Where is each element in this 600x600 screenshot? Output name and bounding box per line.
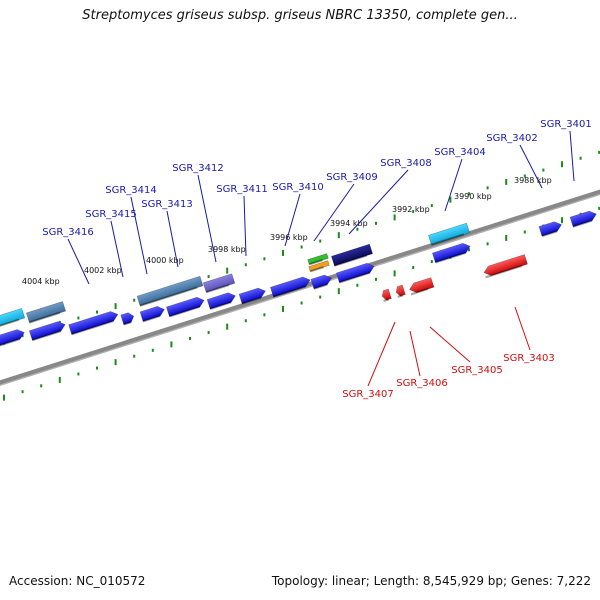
svg-text:SGR_3405: SGR_3405 xyxy=(451,365,503,376)
forward-gene xyxy=(166,296,205,318)
svg-text:SGR_3402: SGR_3402 xyxy=(486,133,538,144)
feature-steel-center xyxy=(136,275,204,307)
svg-text:SGR_3412: SGR_3412 xyxy=(172,163,224,174)
forward-gene-label[interactable]: SGR_3409 xyxy=(313,172,378,242)
svg-text:SGR_3414: SGR_3414 xyxy=(105,185,157,196)
svg-text:SGR_3408: SGR_3408 xyxy=(380,158,432,169)
forward-gene xyxy=(310,274,332,290)
forward-gene-label[interactable]: SGR_3416 xyxy=(42,227,94,285)
forward-gene-label[interactable]: SGR_3412 xyxy=(172,163,224,263)
forward-gene xyxy=(238,287,266,305)
feature-cyan-right xyxy=(428,222,470,246)
accession-text: Accession: NC_010572 xyxy=(9,574,146,588)
ruler-label: 3998 kbp xyxy=(208,245,246,254)
reverse-gene xyxy=(483,254,528,279)
forward-gene xyxy=(0,329,25,348)
reverse-gene-label[interactable]: SGR_3406 xyxy=(396,330,448,389)
forward-genes xyxy=(0,210,597,348)
genome-stats: Topology: linear; Length: 8,545,929 bp; … xyxy=(271,574,591,588)
forward-gene xyxy=(28,321,66,342)
forward-gene-label[interactable]: SGR_3408 xyxy=(348,158,432,235)
forward-gene xyxy=(336,262,375,284)
svg-text:SGR_3410: SGR_3410 xyxy=(272,182,324,193)
feature-steel-left xyxy=(26,301,66,324)
reverse-gene-label[interactable]: SGR_3407 xyxy=(342,321,396,400)
ruler-label: 4002 kbp xyxy=(84,266,122,275)
svg-text:SGR_3401: SGR_3401 xyxy=(540,119,592,130)
svg-text:SGR_3416: SGR_3416 xyxy=(42,227,94,238)
ruler-bottom xyxy=(3,206,600,401)
ruler-label: 3990 kbp xyxy=(454,192,492,201)
reverse-gene xyxy=(381,288,392,302)
forward-gene xyxy=(270,276,311,298)
reverse-gene-label[interactable]: SGR_3405 xyxy=(429,326,503,376)
ruler-label: 3992 kbp xyxy=(392,205,430,214)
forward-gene xyxy=(120,312,135,326)
feature-cyan-left xyxy=(0,308,26,329)
svg-text:SGR_3404: SGR_3404 xyxy=(434,147,486,158)
feature-navy xyxy=(331,243,373,267)
svg-text:SGR_3407: SGR_3407 xyxy=(342,389,394,400)
ruler-label: 4000 kbp xyxy=(146,256,184,265)
ruler-label: 3994 kbp xyxy=(330,219,368,228)
feature-orange xyxy=(308,260,330,273)
ruler-labels: 4004 kbp 4002 kbp 4000 kbp 3998 kbp 3996 kbp… xyxy=(22,176,552,286)
svg-text:SGR_3413: SGR_3413 xyxy=(141,199,193,210)
forward-gene-label[interactable]: SGR_3413 xyxy=(141,199,193,268)
forward-gene xyxy=(68,311,119,336)
svg-text:SGR_3415: SGR_3415 xyxy=(85,209,137,220)
svg-text:SGR_3411: SGR_3411 xyxy=(216,184,268,195)
forward-gene-label[interactable]: SGR_3410 xyxy=(272,182,324,247)
reverse-gene xyxy=(395,284,406,298)
forward-gene xyxy=(139,306,165,323)
feature-violet xyxy=(202,273,236,294)
forward-gene-label[interactable]: SGR_3414 xyxy=(105,185,157,275)
svg-text:SGR_3406: SGR_3406 xyxy=(396,378,448,389)
feature-green xyxy=(307,253,329,266)
reverse-gene-label[interactable]: SGR_3403 xyxy=(503,306,555,364)
feature-track xyxy=(0,222,470,329)
forward-gene-label[interactable]: SGR_3411 xyxy=(216,184,268,257)
map-title: Streptomyces griseus subsp. griseus NBRC… xyxy=(82,8,518,23)
forward-gene xyxy=(538,221,562,238)
ruler-label: 3996 kbp xyxy=(270,233,308,242)
forward-gene xyxy=(432,242,471,264)
ruler-label: 3988 kbp xyxy=(514,176,552,185)
forward-gene-label[interactable]: SGR_3415 xyxy=(85,209,137,278)
forward-gene xyxy=(569,210,597,228)
reverse-genes xyxy=(381,254,528,302)
svg-text:SGR_3403: SGR_3403 xyxy=(503,353,555,364)
svg-text:SGR_3409: SGR_3409 xyxy=(326,172,378,183)
gene-callouts: SGR_3416 SGR_3415 SGR_3414 SGR_3413 SGR_3412… xyxy=(42,119,592,400)
forward-gene-label[interactable]: SGR_3402 xyxy=(486,133,543,189)
forward-gene xyxy=(206,292,236,310)
forward-gene-label[interactable]: SGR_3401 xyxy=(540,119,592,182)
ruler-top xyxy=(3,150,600,345)
forward-gene-label[interactable]: SGR_3404 xyxy=(434,147,486,212)
ruler-label: 4004 kbp xyxy=(22,277,60,286)
reverse-gene xyxy=(409,277,435,296)
